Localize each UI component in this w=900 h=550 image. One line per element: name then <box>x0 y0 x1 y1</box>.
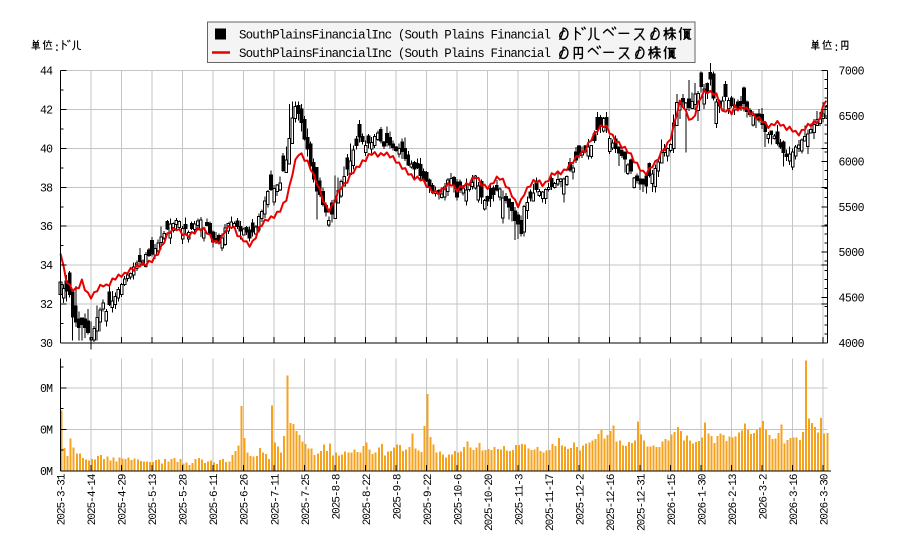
svg-text:42: 42 <box>40 104 53 117</box>
svg-text:5500: 5500 <box>839 202 865 215</box>
svg-text:2025-4-14: 2025-4-14 <box>87 473 99 525</box>
svg-text:2025-12-16: 2025-12-16 <box>606 474 618 532</box>
svg-text:0M: 0M <box>40 425 53 438</box>
svg-text:34: 34 <box>40 260 53 273</box>
svg-text:2025-7-25: 2025-7-25 <box>301 474 313 526</box>
svg-text:2025-5-13: 2025-5-13 <box>148 474 160 526</box>
svg-text:2025-10-20: 2025-10-20 <box>484 474 496 532</box>
svg-text:2025-8-22: 2025-8-22 <box>362 474 374 526</box>
svg-text:SouthPlainsFinancialInc (South: SouthPlainsFinancialInc (South Plains Fi… <box>239 47 551 61</box>
svg-text::: : <box>833 42 840 55</box>
svg-text:6500: 6500 <box>839 111 865 124</box>
svg-text:2025-12-2: 2025-12-2 <box>575 474 587 526</box>
svg-text:SouthPlainsFinancialInc (South: SouthPlainsFinancialInc (South Plains Fi… <box>239 28 551 42</box>
svg-text:2025-8-8: 2025-8-8 <box>331 474 343 520</box>
svg-text:2026-3-2: 2026-3-2 <box>758 474 770 520</box>
svg-text:2025-9-8: 2025-9-8 <box>392 474 404 520</box>
svg-text:2025-4-29: 2025-4-29 <box>118 474 130 526</box>
svg-text:2025-9-22: 2025-9-22 <box>423 474 435 526</box>
svg-text:2026-1-15: 2026-1-15 <box>667 474 679 526</box>
svg-text:5000: 5000 <box>839 247 865 260</box>
svg-text:2025-6-11: 2025-6-11 <box>209 473 221 525</box>
svg-text:2025-5-28: 2025-5-28 <box>179 474 191 526</box>
svg-text:0M: 0M <box>40 466 53 479</box>
svg-text:38: 38 <box>40 182 53 195</box>
svg-text:4000: 4000 <box>839 338 865 351</box>
svg-text:2025-12-31: 2025-12-31 <box>636 473 648 531</box>
svg-text:2026-1-30: 2026-1-30 <box>697 474 709 526</box>
svg-text:2025-11-17: 2025-11-17 <box>545 474 557 532</box>
svg-text:44: 44 <box>40 66 53 79</box>
svg-text:30: 30 <box>40 338 53 351</box>
svg-text:6000: 6000 <box>839 156 865 169</box>
svg-text:2025-3-31: 2025-3-31 <box>57 473 69 525</box>
svg-text:36: 36 <box>40 221 53 234</box>
svg-text:2025-10-6: 2025-10-6 <box>453 474 465 526</box>
svg-text:2026-3-30: 2026-3-30 <box>819 474 831 526</box>
svg-text:40: 40 <box>40 143 53 156</box>
svg-text:7000: 7000 <box>839 66 865 79</box>
svg-text:2026-2-13: 2026-2-13 <box>728 474 740 526</box>
svg-text:0M: 0M <box>40 383 53 396</box>
svg-text:2025-6-26: 2025-6-26 <box>240 474 252 526</box>
svg-text:32: 32 <box>40 299 53 312</box>
svg-text:2025-11-3: 2025-11-3 <box>514 474 526 526</box>
svg-text::: : <box>54 42 61 55</box>
svg-text:2026-3-16: 2026-3-16 <box>789 474 801 526</box>
svg-text:4500: 4500 <box>839 293 865 306</box>
svg-text:2025-7-11: 2025-7-11 <box>270 473 282 525</box>
